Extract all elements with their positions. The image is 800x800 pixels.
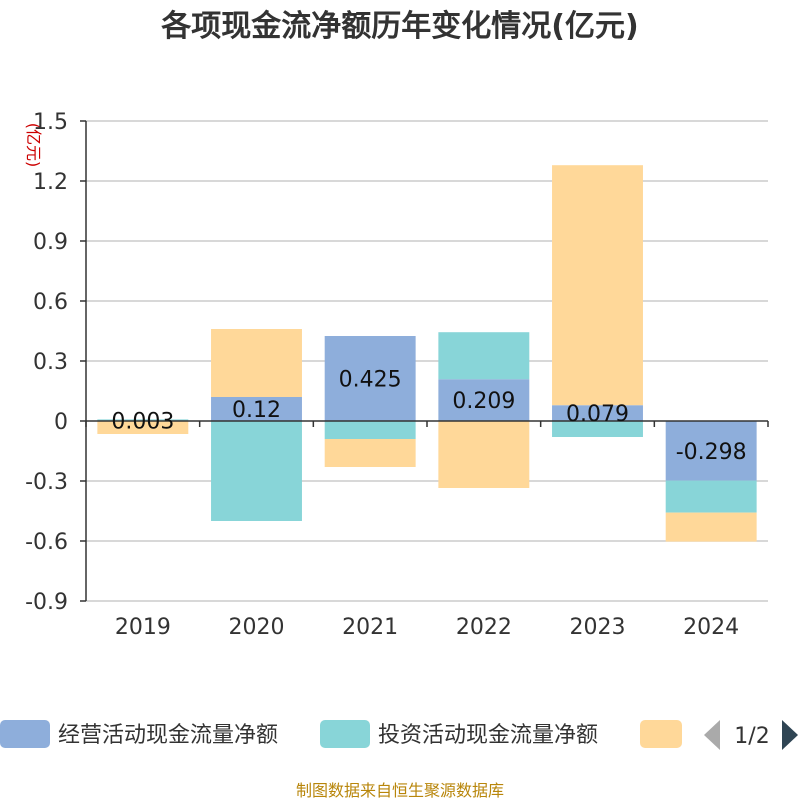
bar-2021-series-1[interactable]	[324, 421, 416, 439]
x-tick-label: 2020	[229, 615, 285, 640]
bar-2024-series-1[interactable]	[665, 480, 757, 513]
legend-page-indicator: 1/2	[734, 724, 769, 749]
bar-2023-series-0[interactable]	[552, 405, 643, 421]
data-label-2024: -0.298	[676, 440, 747, 465]
bar-2019-series-1[interactable]	[97, 419, 189, 421]
y-unit-label: (亿元)	[24, 123, 43, 168]
triangle-right-icon[interactable]	[782, 720, 798, 750]
x-tick-label: 2019	[115, 615, 171, 640]
bar-2020-series-2[interactable]	[211, 329, 302, 397]
data-label-2023: 0.079	[566, 402, 629, 427]
x-tick-label: 2021	[342, 615, 398, 640]
x-tick-label: 2024	[683, 615, 739, 640]
bar-2021-series-2[interactable]	[324, 439, 416, 467]
y-tick-label: -0.6	[25, 530, 68, 555]
bar-2019-series-2[interactable]	[97, 421, 189, 434]
bars	[97, 165, 757, 542]
data-label-2021: 0.425	[339, 368, 402, 393]
x-tick-label: 2023	[570, 615, 626, 640]
grid	[86, 120, 768, 602]
legend-swatch-investing[interactable]	[320, 720, 370, 748]
bar-2024-series-2[interactable]	[665, 512, 757, 542]
chart-title: 各项现金流净额历年变化情况(亿元)	[160, 9, 638, 44]
triangle-left-icon[interactable]	[704, 720, 720, 750]
bar-2022-series-1[interactable]	[438, 332, 530, 380]
data-label-2019: 0.003	[111, 410, 174, 435]
legend-swatch-operating[interactable]	[0, 720, 50, 748]
y-tick-label: 0	[54, 410, 68, 435]
legend-label-investing[interactable]: 投资活动现金流量净额	[378, 723, 598, 748]
bar-2022-series-0[interactable]	[438, 379, 530, 421]
y-tick-label: 0.6	[33, 290, 68, 315]
axes: 1.5 1.2 0.9 0.6 0.3 0 -0.3 -0.6 -0.9 2019 2020 2021…	[25, 110, 769, 640]
x-tick-label: 2022	[456, 615, 512, 640]
y-tick-label: -0.3	[25, 470, 68, 495]
bar-2023-series-2[interactable]	[552, 165, 643, 406]
bar-2023-series-1[interactable]	[552, 421, 643, 437]
bar-2020-series-1[interactable]	[211, 421, 302, 521]
legend-label-operating[interactable]: 经营活动现金流量净额	[58, 723, 278, 748]
bar-2022-series-2[interactable]	[438, 421, 530, 488]
footer-source: 制图数据来自恒生聚源数据库	[296, 781, 504, 800]
data-labels: 0.003 0.12 0.425 0.209 0.079 -0.298	[111, 368, 746, 465]
bar-2021-series-0[interactable]	[324, 336, 416, 421]
data-label-2022: 0.209	[452, 389, 515, 414]
y-tick-label: -0.9	[25, 590, 68, 615]
bar-2020-series-0[interactable]	[211, 397, 302, 421]
bar-2024-series-0[interactable]	[665, 421, 757, 481]
legend-swatch-third[interactable]	[640, 720, 682, 748]
data-label-2020: 0.12	[232, 398, 281, 423]
y-tick-label: 0.9	[33, 230, 68, 255]
y-tick-label: 0.3	[33, 350, 68, 375]
legend: 经营活动现金流量净额 投资活动现金流量净额 1/2	[0, 720, 798, 750]
y-tick-label: 1.2	[33, 170, 68, 195]
y-tick-label: 1.5	[33, 110, 68, 135]
